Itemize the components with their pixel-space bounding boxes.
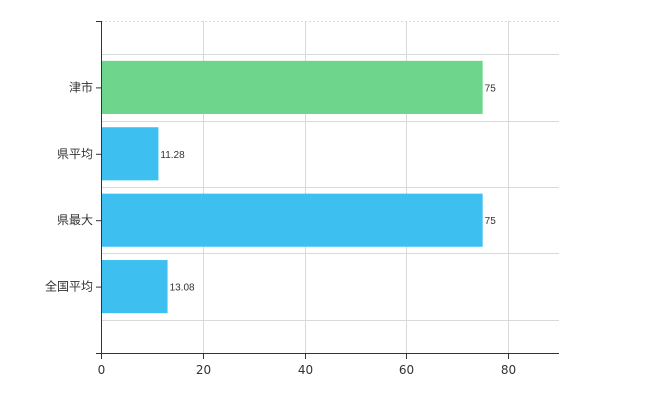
x-tick-label: 40 (298, 363, 313, 377)
x-tick-label: 0 (98, 363, 106, 377)
x-tick-label: 60 (399, 363, 414, 377)
axes (101, 21, 559, 354)
labels: 75 津市 11.28 県平均 75 県最大 13.08 全国平均 0 20 40 60 80 (45, 21, 516, 377)
data-label: 13.08 (170, 283, 195, 294)
x-tick-label: 20 (196, 363, 211, 377)
data-label: 11.28 (160, 150, 185, 161)
bars (101, 60, 483, 314)
bar (101, 127, 159, 181)
x-tick-label: 80 (501, 363, 516, 377)
category-label: 全国平均 (45, 279, 93, 294)
bar (101, 260, 168, 314)
bar (101, 193, 483, 247)
category-label: 県平均 (57, 147, 93, 161)
category-label: 津市 (69, 79, 93, 94)
data-label: 75 (485, 216, 497, 227)
bar (101, 60, 483, 114)
category-label: 県最大 (57, 213, 93, 227)
data-label: 75 (485, 83, 497, 94)
